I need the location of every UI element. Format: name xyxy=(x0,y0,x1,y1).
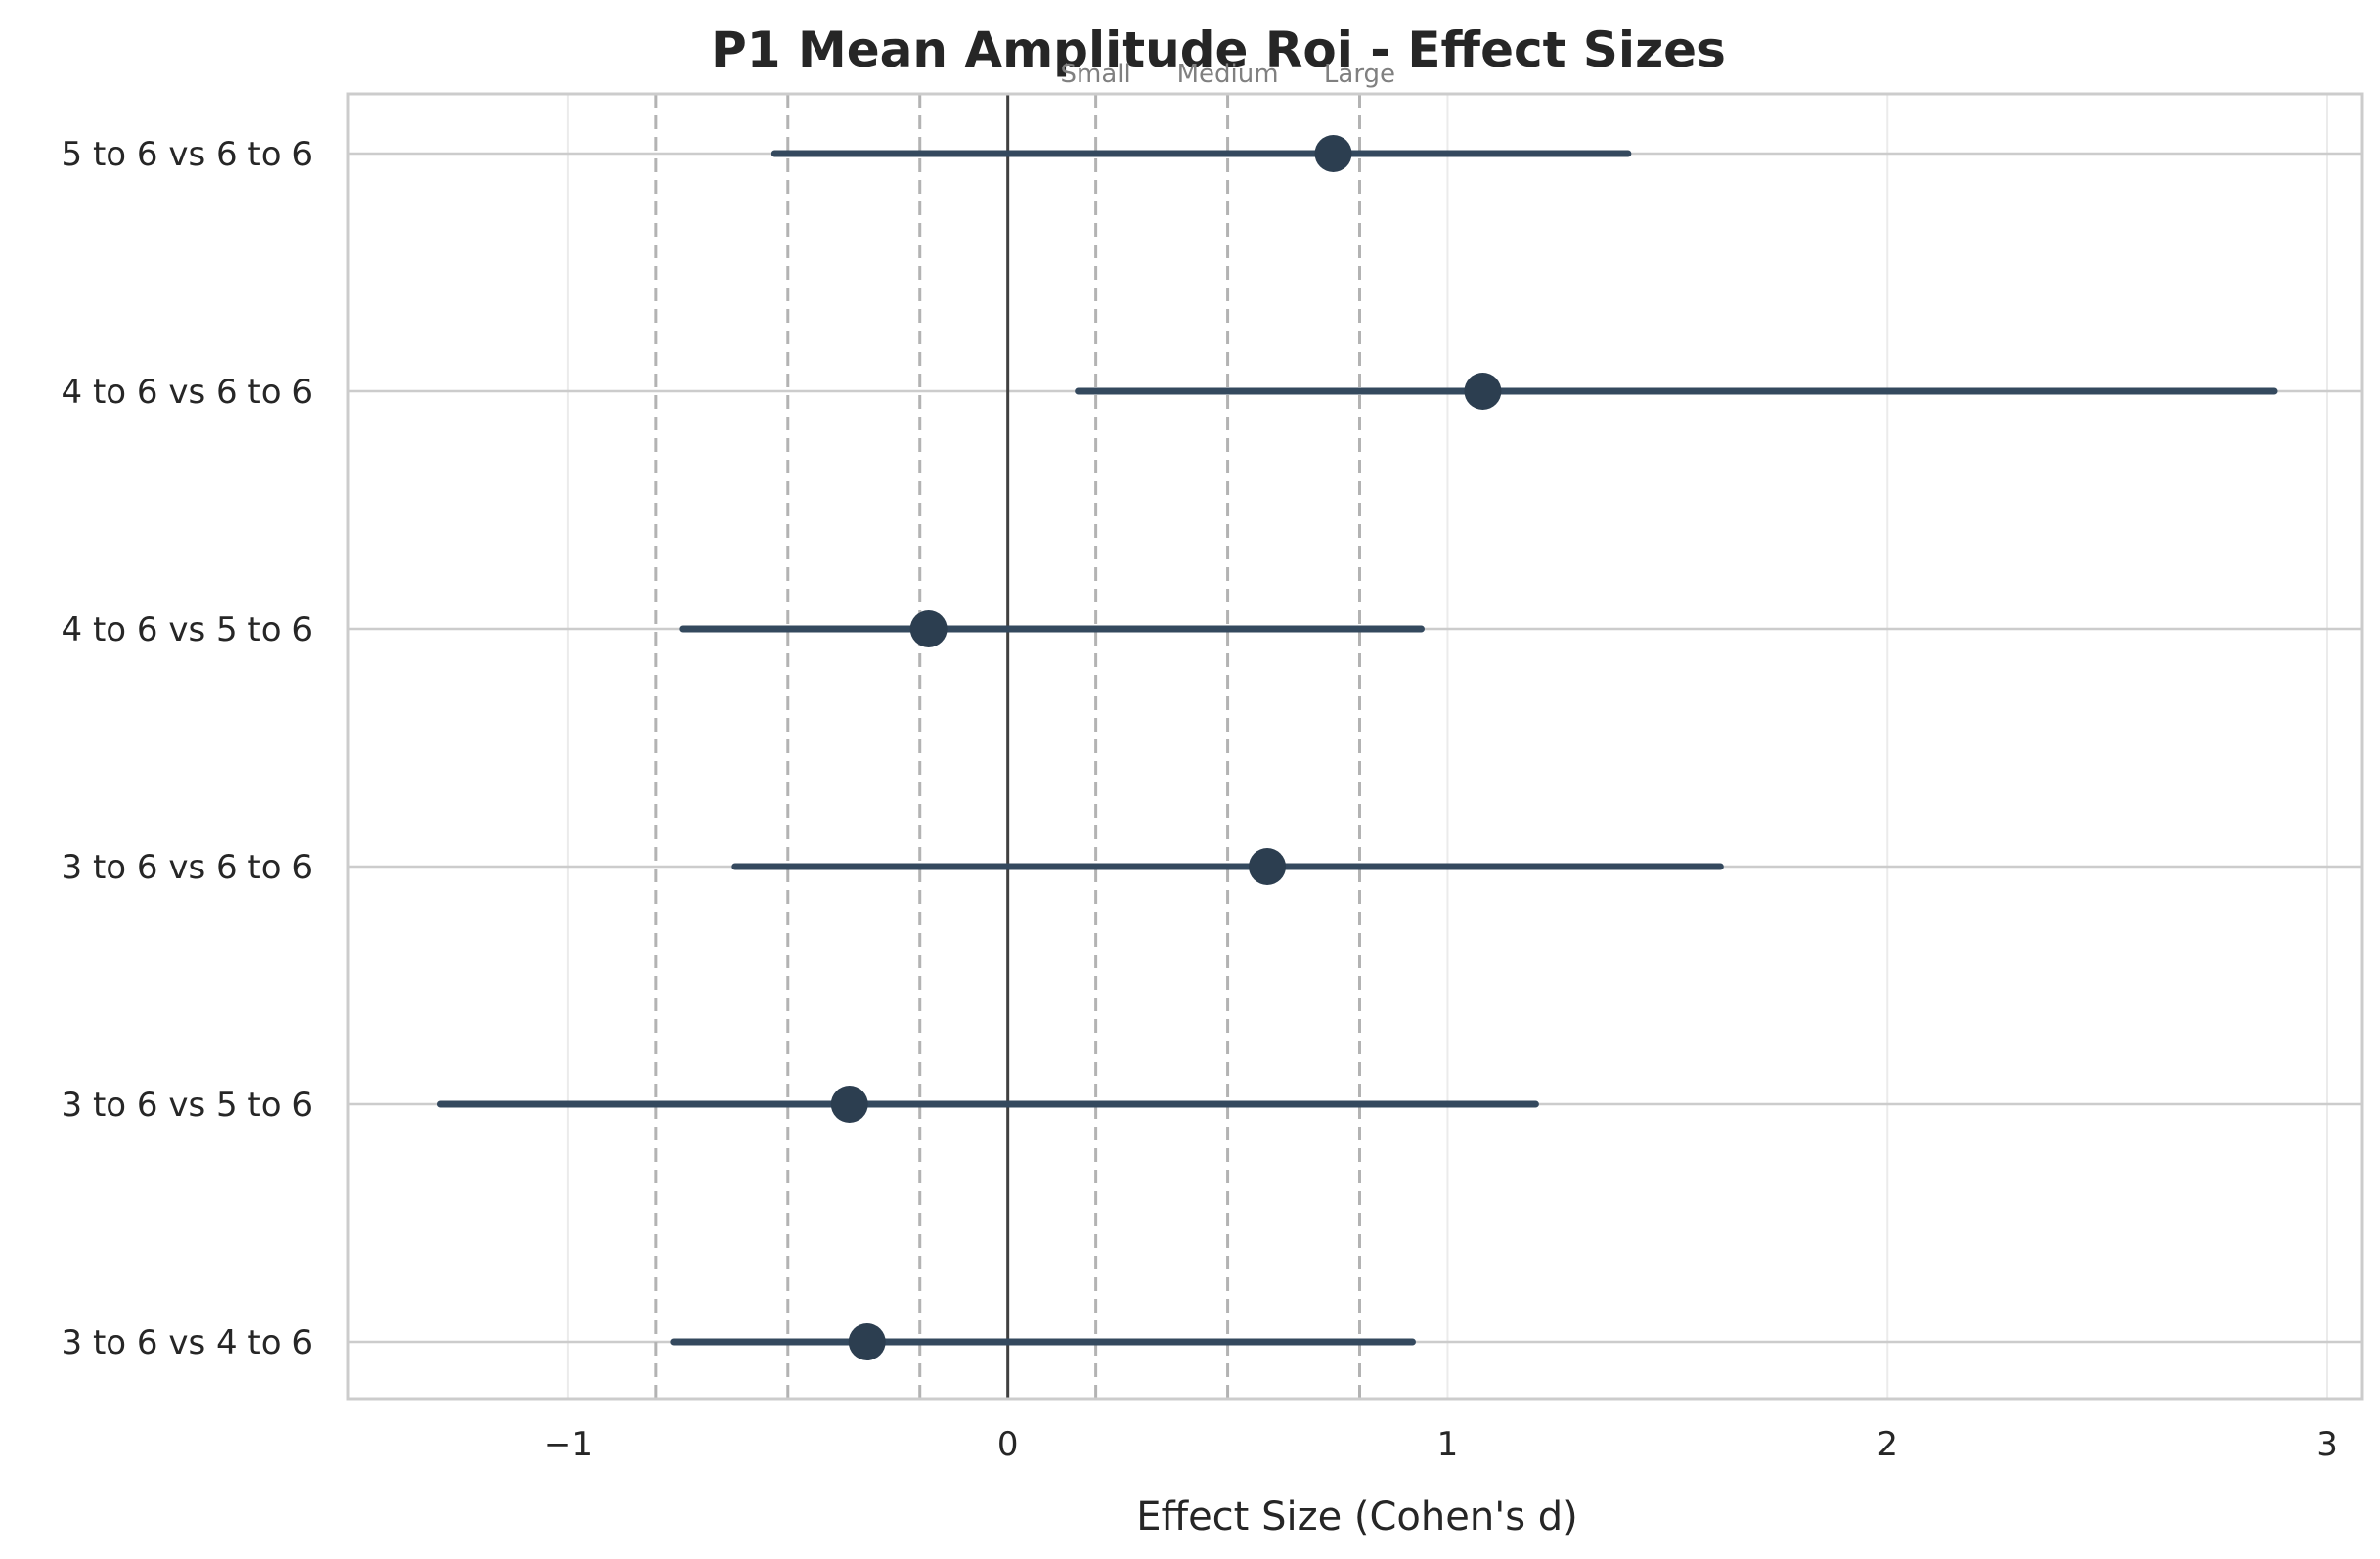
reference-label: Medium xyxy=(1177,60,1279,89)
reference-label: Large xyxy=(1324,60,1395,89)
reference-label: Small xyxy=(1061,60,1131,89)
x-tick-label: 0 xyxy=(997,1425,1019,1464)
x-tick-label: 2 xyxy=(1876,1425,1898,1464)
y-tick-label: 4 to 6 vs 6 to 6 xyxy=(62,373,313,412)
x-axis-label: Effect Size (Cohen's d) xyxy=(1136,1494,1578,1539)
effect-point xyxy=(848,1323,886,1360)
effect-point xyxy=(909,610,948,647)
effect-point xyxy=(830,1086,868,1123)
y-tick-label: 3 to 6 vs 5 to 6 xyxy=(62,1086,313,1125)
effect-point xyxy=(1249,848,1287,885)
chart-title: P1 Mean Amplitude Roi - Effect Sizes xyxy=(711,22,1726,78)
x-tick-label: −1 xyxy=(544,1425,593,1464)
x-tick-label: 1 xyxy=(1437,1425,1459,1464)
y-tick-label: 5 to 6 vs 6 to 6 xyxy=(62,135,313,174)
x-tick-label: 3 xyxy=(2316,1425,2338,1464)
effect-point xyxy=(1464,373,1502,410)
y-tick-label: 3 to 6 vs 6 to 6 xyxy=(62,848,313,887)
effect-point xyxy=(1314,135,1352,172)
y-tick-label: 4 to 6 vs 5 to 6 xyxy=(62,610,313,649)
plot-frame xyxy=(346,92,2364,1401)
plot-area: Small Medium Large 5 to 6 vs 6 to 6 4 to 6 v… xyxy=(62,60,2364,1464)
y-tick-label: 3 to 6 vs 4 to 6 xyxy=(62,1323,313,1362)
